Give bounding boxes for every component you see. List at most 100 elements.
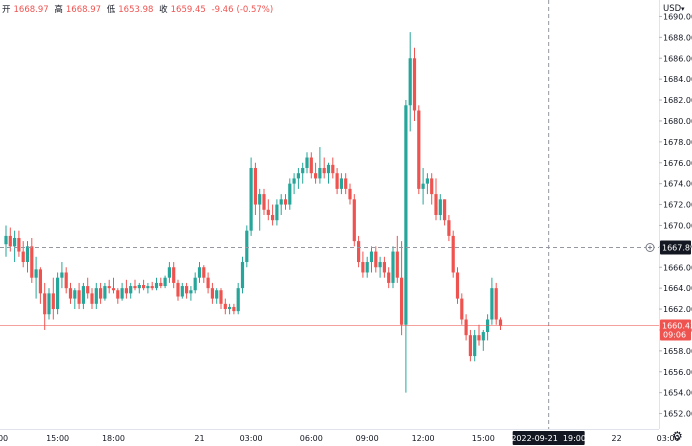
candle <box>43 282 47 330</box>
crosshair-time-label: 2022-09-21 19:00 <box>511 434 586 443</box>
candle-body <box>210 288 214 299</box>
y-tick-label: 1672.00 <box>663 201 692 210</box>
x-tick-label: 18:00 <box>102 434 125 443</box>
y-tick-label: 1674.00 <box>663 180 692 189</box>
candle-body <box>451 235 455 273</box>
candle-body <box>473 335 477 357</box>
candle-body <box>352 199 356 242</box>
candle-body <box>498 319 503 326</box>
y-tick-label: 1652.00 <box>663 410 692 419</box>
candle-body <box>185 286 189 294</box>
candle <box>292 173 296 195</box>
open-label: 开 <box>2 5 11 15</box>
candle-body <box>236 288 240 312</box>
candle <box>477 324 481 346</box>
candle-body <box>64 272 68 289</box>
crosshair-price-label: 1667.89 <box>662 243 692 252</box>
candle <box>266 199 270 221</box>
chevron-down-icon[interactable]: ▾ <box>681 5 685 13</box>
candle <box>301 162 305 184</box>
candle-body <box>412 58 417 111</box>
candle-body <box>60 272 64 278</box>
candle-body <box>240 262 245 289</box>
y-tick-label: 1676.00 <box>663 159 692 168</box>
candle-body <box>460 298 464 320</box>
candle <box>56 272 60 315</box>
candle <box>103 282 107 301</box>
candle <box>133 279 137 291</box>
candle <box>124 279 128 299</box>
candle-body <box>309 157 313 174</box>
candle-body <box>494 288 498 320</box>
candle-body <box>369 251 374 263</box>
candle <box>34 256 38 299</box>
candle-body <box>232 306 236 312</box>
x-tick-label: 15:00 <box>46 434 69 443</box>
candle-body <box>176 282 180 297</box>
candle-body <box>206 277 210 289</box>
candle-body <box>43 293 47 315</box>
candle-body <box>137 285 141 289</box>
candle <box>60 262 64 289</box>
candle-body <box>249 167 253 231</box>
candle <box>314 162 318 184</box>
candle <box>473 329 477 362</box>
candle <box>430 173 434 205</box>
candle <box>481 329 485 351</box>
y-tick-label: 1678.00 <box>663 138 692 147</box>
x-tick-label: 15:00 <box>472 434 495 443</box>
x-tick-label: :00 <box>0 434 8 443</box>
candle <box>262 188 266 215</box>
y-tick-label: 1656.00 <box>663 368 692 377</box>
candle <box>425 173 429 195</box>
candle-body <box>262 194 266 210</box>
close-label: 收 <box>159 5 168 15</box>
candle-body <box>146 286 150 289</box>
candle-body <box>228 306 232 310</box>
candle <box>25 241 30 273</box>
candle <box>51 277 55 320</box>
x-tick-label: 21 <box>194 434 204 443</box>
candle-body <box>438 199 442 215</box>
candle <box>387 267 391 289</box>
candle-body <box>107 286 111 289</box>
candle <box>232 303 236 315</box>
candle <box>296 167 300 189</box>
high-label: 高 <box>54 5 63 15</box>
candle-body <box>361 262 365 273</box>
candle-body <box>382 262 386 273</box>
candle-body <box>34 269 38 278</box>
candle <box>464 314 468 341</box>
candle-body <box>167 267 171 278</box>
gear-icon[interactable]: ⚙ <box>672 429 683 443</box>
candle <box>30 237 34 283</box>
candle-body <box>223 303 227 310</box>
candle <box>352 194 356 247</box>
candle-body <box>348 188 352 200</box>
candle-body <box>30 246 34 278</box>
candle-body <box>395 251 399 278</box>
candle <box>38 267 42 304</box>
low-label: 低 <box>106 5 116 15</box>
candle-body <box>133 286 137 289</box>
candle <box>335 167 339 195</box>
candle <box>77 282 81 310</box>
candle <box>176 279 180 301</box>
candle-body <box>430 178 434 195</box>
candle-body <box>378 262 382 268</box>
y-tick-label: 1688.00 <box>663 33 692 42</box>
currency-selector[interactable]: USD <box>663 4 682 14</box>
crosshair-price-badge <box>660 240 691 255</box>
candle-body <box>215 290 219 299</box>
candle-body <box>400 277 404 325</box>
candle <box>275 199 279 226</box>
candle <box>322 157 326 179</box>
open-value: 1668.97 <box>13 5 49 15</box>
candle-body <box>331 164 335 174</box>
time-axis[interactable]: :00 15:00 18:00 21 03:00 06:00 09:00 12:00 15:00… <box>0 434 692 443</box>
candle <box>240 256 245 294</box>
ohlc-legend: 开 1668.97 高 1668.97 低 1653.98 收 1659.45 -9.4… <box>2 3 276 15</box>
last-price-countdown: 09:06 <box>663 330 686 339</box>
candle-body <box>365 262 369 273</box>
